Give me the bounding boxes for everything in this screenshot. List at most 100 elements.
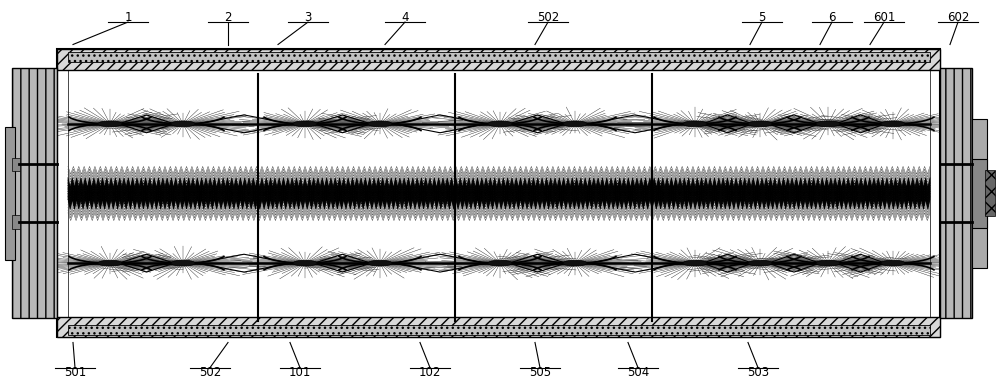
Polygon shape (73, 192, 79, 195)
Text: 502: 502 (537, 11, 559, 24)
Polygon shape (203, 192, 208, 195)
Polygon shape (176, 192, 181, 195)
Polygon shape (284, 192, 289, 195)
Text: 601: 601 (873, 11, 895, 24)
Polygon shape (790, 192, 795, 195)
Polygon shape (564, 192, 569, 195)
Polygon shape (208, 192, 213, 195)
Bar (68, 70, 930, 325)
Polygon shape (257, 192, 262, 195)
Polygon shape (510, 192, 515, 195)
Polygon shape (914, 192, 919, 195)
Ellipse shape (563, 260, 587, 266)
Ellipse shape (368, 260, 392, 266)
Polygon shape (871, 192, 876, 195)
Polygon shape (68, 192, 73, 195)
Polygon shape (456, 192, 461, 195)
Polygon shape (440, 192, 445, 195)
Polygon shape (397, 192, 402, 195)
Polygon shape (380, 192, 386, 195)
Polygon shape (623, 192, 628, 195)
Polygon shape (391, 192, 397, 195)
Text: 6: 6 (828, 11, 836, 24)
Polygon shape (639, 192, 644, 195)
Polygon shape (569, 192, 574, 195)
Polygon shape (574, 192, 580, 195)
Ellipse shape (98, 260, 122, 266)
Polygon shape (461, 192, 467, 195)
Polygon shape (601, 192, 607, 195)
Ellipse shape (293, 121, 317, 127)
Text: 504: 504 (627, 366, 649, 379)
Polygon shape (127, 192, 133, 195)
Polygon shape (725, 192, 731, 195)
Ellipse shape (488, 260, 512, 266)
Text: 1: 1 (124, 11, 132, 24)
Polygon shape (607, 192, 612, 195)
Polygon shape (343, 192, 348, 195)
Polygon shape (477, 192, 483, 195)
Polygon shape (671, 192, 677, 195)
Polygon shape (817, 192, 822, 195)
Polygon shape (747, 192, 752, 195)
Polygon shape (310, 192, 316, 195)
Polygon shape (688, 192, 693, 195)
Bar (985, 170, 995, 216)
Polygon shape (898, 192, 903, 195)
Polygon shape (213, 192, 219, 195)
Polygon shape (143, 192, 149, 195)
Polygon shape (785, 192, 790, 195)
Polygon shape (828, 192, 833, 195)
Polygon shape (364, 192, 370, 195)
Polygon shape (542, 192, 547, 195)
Polygon shape (483, 192, 488, 195)
Polygon shape (316, 192, 321, 195)
Polygon shape (634, 192, 639, 195)
Polygon shape (424, 192, 429, 195)
Polygon shape (138, 192, 143, 195)
Polygon shape (644, 192, 650, 195)
Polygon shape (741, 192, 747, 195)
Ellipse shape (171, 260, 195, 266)
Polygon shape (413, 192, 418, 195)
Ellipse shape (563, 121, 587, 127)
Text: 505: 505 (529, 366, 551, 379)
Bar (68, 325, 930, 335)
Polygon shape (348, 192, 354, 195)
Text: 102: 102 (419, 366, 441, 379)
Polygon shape (779, 192, 785, 195)
Polygon shape (375, 192, 380, 195)
Polygon shape (515, 192, 521, 195)
Polygon shape (294, 192, 300, 195)
Text: 3: 3 (304, 11, 312, 24)
Text: 2: 2 (224, 11, 232, 24)
Bar (68, 52, 930, 62)
Polygon shape (499, 192, 504, 195)
Polygon shape (537, 192, 542, 195)
Polygon shape (337, 192, 343, 195)
Polygon shape (811, 192, 817, 195)
Polygon shape (267, 192, 273, 195)
Polygon shape (90, 192, 95, 195)
Polygon shape (451, 192, 456, 195)
Polygon shape (844, 192, 849, 195)
Polygon shape (908, 192, 914, 195)
Polygon shape (407, 192, 413, 195)
Polygon shape (774, 192, 779, 195)
Ellipse shape (748, 121, 772, 127)
Polygon shape (332, 192, 337, 195)
Polygon shape (833, 192, 838, 195)
Polygon shape (84, 192, 90, 195)
Polygon shape (359, 192, 364, 195)
Polygon shape (273, 192, 278, 195)
Ellipse shape (98, 121, 122, 127)
Text: 5: 5 (758, 11, 766, 24)
Polygon shape (111, 192, 116, 195)
Polygon shape (801, 192, 806, 195)
Polygon shape (628, 192, 634, 195)
Polygon shape (661, 192, 666, 195)
Polygon shape (187, 192, 192, 195)
Polygon shape (235, 192, 240, 195)
Polygon shape (246, 192, 251, 195)
Polygon shape (682, 192, 688, 195)
